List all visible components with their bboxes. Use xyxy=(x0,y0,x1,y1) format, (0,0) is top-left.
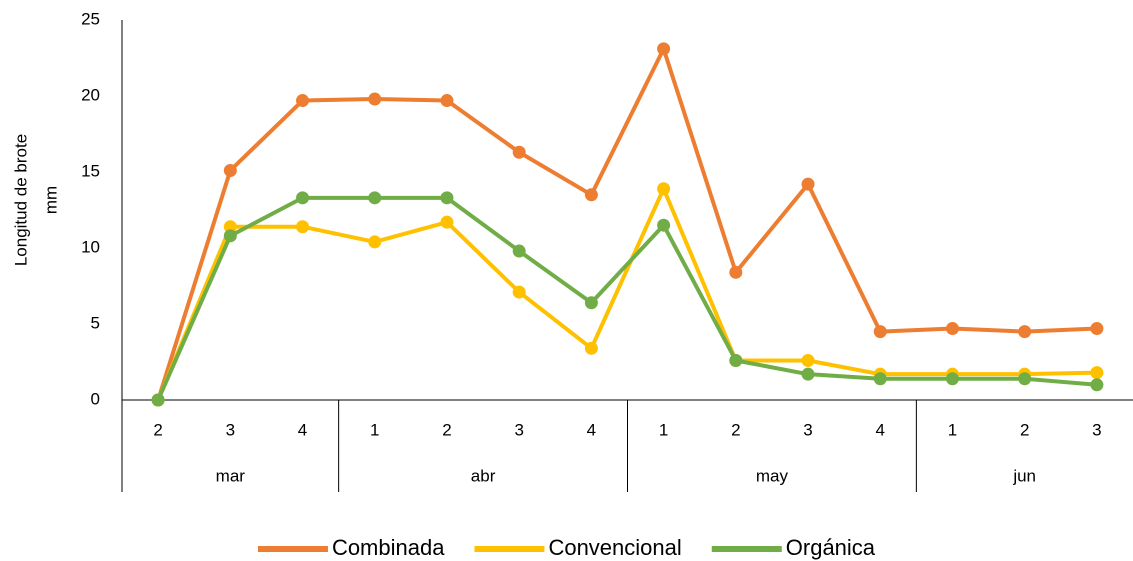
data-point xyxy=(512,285,526,299)
x-tick-label: 2 xyxy=(731,420,740,439)
x-tick-label: 2 xyxy=(442,420,451,439)
data-point xyxy=(801,353,815,367)
data-point xyxy=(657,218,671,232)
data-point xyxy=(1018,325,1032,339)
x-tick-label: 3 xyxy=(1092,420,1101,439)
data-point xyxy=(223,229,237,243)
x-tick-label: 1 xyxy=(370,420,379,439)
y-tick-label: 20 xyxy=(81,85,100,104)
y-axis-label: Longitud de brote xyxy=(11,134,30,266)
x-tick-label: 1 xyxy=(659,420,668,439)
data-point xyxy=(368,235,382,249)
x-tick-label: 4 xyxy=(298,420,307,439)
data-point xyxy=(223,163,237,177)
series-line xyxy=(156,186,1097,401)
x-tick-label: 2 xyxy=(153,420,162,439)
data-point xyxy=(873,325,887,339)
x-tick-label: 3 xyxy=(226,420,235,439)
series-line xyxy=(156,195,1098,401)
data-point xyxy=(801,367,815,381)
data-point xyxy=(296,191,310,205)
data-point xyxy=(440,191,454,205)
data-point xyxy=(729,353,743,367)
x-group-label: mar xyxy=(216,466,246,485)
data-point xyxy=(729,265,743,279)
x-group-label: abr xyxy=(471,466,496,485)
legend-label: Orgánica xyxy=(786,535,876,560)
x-tick-label: 4 xyxy=(587,420,596,439)
x-tick-label: 2 xyxy=(1020,420,1029,439)
data-point xyxy=(657,42,671,56)
data-point xyxy=(945,322,959,336)
data-point xyxy=(945,372,959,386)
data-point xyxy=(223,220,237,234)
x-group-label: jun xyxy=(1012,466,1036,485)
data-point xyxy=(296,94,310,108)
data-point xyxy=(1090,378,1104,392)
x-tick-label: 4 xyxy=(876,420,885,439)
data-point xyxy=(512,244,526,258)
y-tick-label: 25 xyxy=(81,9,100,28)
data-point xyxy=(440,215,454,229)
legend-label: Convencional xyxy=(548,535,681,560)
y-tick-label: 0 xyxy=(91,389,100,408)
data-point xyxy=(512,145,526,159)
data-point xyxy=(151,393,165,407)
data-point xyxy=(1090,366,1104,380)
data-point xyxy=(584,188,598,202)
data-point xyxy=(368,92,382,106)
y-tick-label: 5 xyxy=(91,313,100,332)
x-tick-label: 3 xyxy=(514,420,523,439)
data-point xyxy=(296,220,310,234)
data-point xyxy=(440,94,454,108)
x-tick-label: 1 xyxy=(948,420,957,439)
x-tick-label: 3 xyxy=(803,420,812,439)
x-group-label: may xyxy=(756,466,789,485)
y-tick-label: 15 xyxy=(81,161,100,180)
y-tick-label: 10 xyxy=(81,237,100,256)
series-line xyxy=(156,46,1097,401)
data-point xyxy=(584,296,598,310)
data-point xyxy=(1090,322,1104,336)
data-point xyxy=(801,177,815,191)
data-point xyxy=(873,372,887,386)
y-axis-label: mm xyxy=(41,186,60,214)
data-point xyxy=(368,191,382,205)
data-point xyxy=(1018,372,1032,386)
data-point xyxy=(584,341,598,355)
data-point xyxy=(657,182,671,196)
legend-label: Combinada xyxy=(332,535,445,560)
